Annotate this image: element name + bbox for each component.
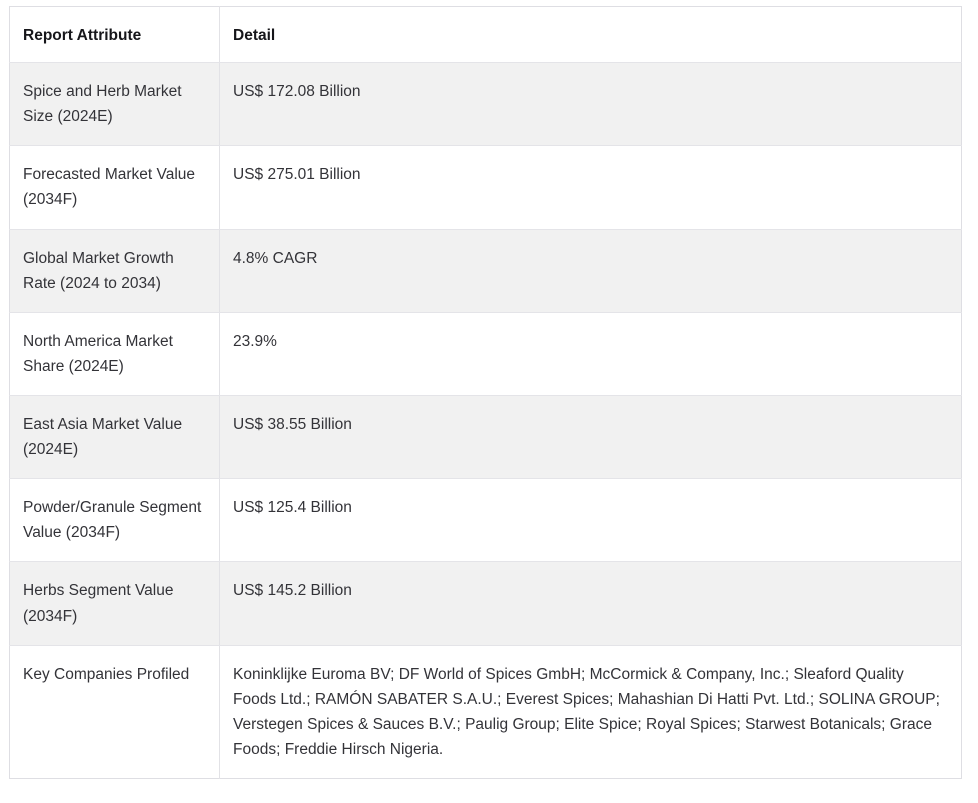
row-detail-value: 23.9% xyxy=(219,312,962,396)
row-detail-value: US$ 145.2 Billion xyxy=(219,561,962,646)
table-row: Herbs Segment Value (2034F) US$ 145.2 Bi… xyxy=(9,561,962,646)
row-detail-value: US$ 125.4 Billion xyxy=(219,478,962,563)
report-attributes-table: Report Attribute Detail Spice and Herb M… xyxy=(9,6,962,780)
row-detail-value: 4.8% CAGR xyxy=(219,229,962,313)
table-row: Global Market Growth Rate (2024 to 2034)… xyxy=(9,229,962,313)
table-row: Key Companies Profiled Koninklijke Eurom… xyxy=(9,645,962,779)
row-detail-value: US$ 38.55 Billion xyxy=(219,395,962,480)
table-row: Spice and Herb Market Size (2024E) US$ 1… xyxy=(9,62,962,147)
row-attribute-label: North America Market Share (2024E) xyxy=(9,312,220,396)
column-header-report-attribute: Report Attribute xyxy=(9,6,220,64)
table-row: Powder/Granule Segment Value (2034F) US$… xyxy=(9,478,962,563)
table-header-row: Report Attribute Detail xyxy=(9,6,962,64)
report-table-container: Report Attribute Detail Spice and Herb M… xyxy=(9,6,962,780)
row-attribute-label: Powder/Granule Segment Value (2034F) xyxy=(9,478,220,563)
table-row: Forecasted Market Value (2034F) US$ 275.… xyxy=(9,145,962,230)
row-detail-value: US$ 172.08 Billion xyxy=(219,62,962,147)
row-attribute-label: Key Companies Profiled xyxy=(9,645,220,779)
table-body: Spice and Herb Market Size (2024E) US$ 1… xyxy=(9,62,962,779)
column-header-detail: Detail xyxy=(219,6,962,64)
table-row: North America Market Share (2024E) 23.9% xyxy=(9,312,962,396)
row-attribute-label: Herbs Segment Value (2034F) xyxy=(9,561,220,646)
row-attribute-label: East Asia Market Value (2024E) xyxy=(9,395,220,480)
row-detail-value: US$ 275.01 Billion xyxy=(219,145,962,230)
row-attribute-label: Spice and Herb Market Size (2024E) xyxy=(9,62,220,147)
row-attribute-label: Forecasted Market Value (2034F) xyxy=(9,145,220,230)
row-detail-value: Koninklijke Euroma BV; DF World of Spice… xyxy=(219,645,962,779)
table-header: Report Attribute Detail xyxy=(9,6,962,64)
table-row: East Asia Market Value (2024E) US$ 38.55… xyxy=(9,395,962,480)
row-attribute-label: Global Market Growth Rate (2024 to 2034) xyxy=(9,229,220,313)
